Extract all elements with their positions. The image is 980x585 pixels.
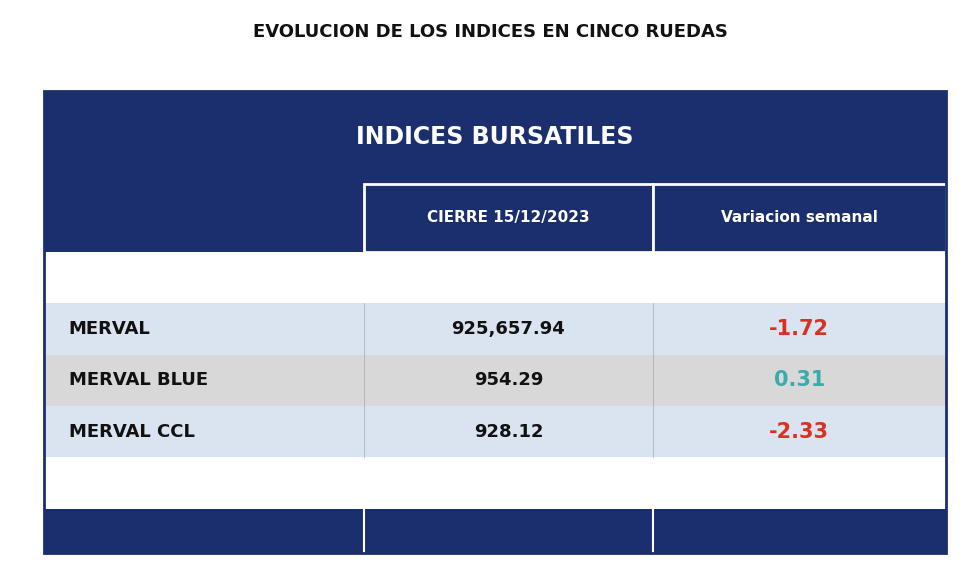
Text: 954.29: 954.29 xyxy=(473,371,543,389)
Text: EVOLUCION DE LOS INDICES EN CINCO RUEDAS: EVOLUCION DE LOS INDICES EN CINCO RUEDAS xyxy=(253,23,727,41)
Text: MERVAL CCL: MERVAL CCL xyxy=(69,423,194,441)
FancyBboxPatch shape xyxy=(44,406,946,457)
Text: 928.12: 928.12 xyxy=(473,423,543,441)
Text: -1.72: -1.72 xyxy=(769,319,829,339)
FancyBboxPatch shape xyxy=(44,355,946,406)
FancyBboxPatch shape xyxy=(44,184,946,252)
Text: 0.31: 0.31 xyxy=(773,370,825,390)
FancyBboxPatch shape xyxy=(44,509,946,553)
FancyBboxPatch shape xyxy=(365,184,653,252)
Text: MERVAL BLUE: MERVAL BLUE xyxy=(69,371,208,389)
Text: INDICES BURSATILES: INDICES BURSATILES xyxy=(356,125,634,150)
Text: 925,657.94: 925,657.94 xyxy=(452,320,565,338)
Text: -2.33: -2.33 xyxy=(769,422,829,442)
FancyBboxPatch shape xyxy=(44,303,946,355)
FancyBboxPatch shape xyxy=(44,252,946,509)
Text: CIERRE 15/12/2023: CIERRE 15/12/2023 xyxy=(427,211,590,225)
FancyBboxPatch shape xyxy=(44,91,946,184)
FancyBboxPatch shape xyxy=(653,184,946,252)
Text: MERVAL: MERVAL xyxy=(69,320,150,338)
Text: Variacion semanal: Variacion semanal xyxy=(720,211,878,225)
